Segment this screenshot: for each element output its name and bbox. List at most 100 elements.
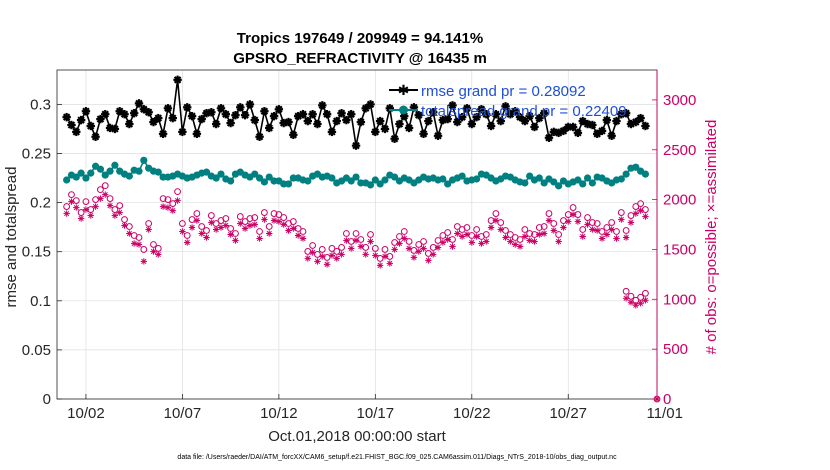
obs-possible-point bbox=[381, 246, 389, 253]
obs-possible-point bbox=[174, 188, 181, 196]
spread-point bbox=[473, 175, 481, 183]
obs-possible-point bbox=[622, 227, 630, 234]
obs-assimilated-point bbox=[266, 230, 273, 237]
rmse-point-stroke bbox=[607, 132, 616, 140]
rmse-point-stroke bbox=[458, 113, 466, 121]
obs-assimilated-point bbox=[487, 224, 495, 231]
obs-possible-point bbox=[270, 210, 278, 217]
obs-assimilated-point-stroke bbox=[618, 216, 624, 223]
rmse-point-stroke bbox=[347, 110, 355, 118]
obs-assimilated-point bbox=[285, 227, 292, 234]
obs-assimilated-point bbox=[415, 248, 422, 255]
obs-assimilated-point bbox=[338, 251, 345, 258]
rmse-point bbox=[351, 141, 361, 150]
rmse-point-stroke bbox=[226, 119, 235, 127]
obs-possible-point bbox=[251, 214, 259, 221]
rmse-point bbox=[602, 115, 612, 125]
y2-tick-label: 2000 bbox=[663, 192, 696, 209]
obs-possible-point bbox=[164, 196, 172, 204]
rmse-point bbox=[568, 122, 578, 132]
spread-point bbox=[72, 173, 80, 181]
rmse-point bbox=[342, 115, 351, 125]
obs-assimilated-point bbox=[386, 260, 393, 267]
rmse-point-stroke bbox=[169, 114, 177, 122]
obs-assimilated-point-stroke bbox=[411, 254, 417, 261]
obs-possible-point bbox=[101, 182, 109, 190]
obs-possible-point bbox=[265, 223, 273, 230]
spread-point bbox=[251, 170, 259, 178]
rmse-point-stroke bbox=[222, 110, 230, 118]
obs-assimilated-point bbox=[574, 218, 582, 225]
rmse-point-stroke bbox=[636, 114, 645, 122]
obs-assimilated-point-stroke bbox=[237, 220, 243, 227]
obs-assimilated-point bbox=[502, 234, 509, 241]
rmse-point bbox=[91, 132, 100, 141]
obs-assimilated-point bbox=[560, 224, 567, 231]
rmse-point-stroke bbox=[125, 120, 134, 128]
rmse-point bbox=[298, 109, 308, 119]
chart-title: Tropics 197649 / 209949 = 94.141% bbox=[237, 30, 483, 47]
obs-possible-point bbox=[280, 214, 288, 221]
obs-assimilated-point-stroke bbox=[73, 204, 79, 211]
obs-possible-point bbox=[275, 211, 283, 218]
obs-assimilated-point bbox=[68, 198, 75, 205]
obs-possible-point bbox=[179, 220, 186, 227]
rmse-point-stroke bbox=[376, 117, 384, 125]
spread-point bbox=[63, 176, 71, 184]
obs-assimilated-point bbox=[343, 237, 350, 244]
obs-assimilated-point-stroke bbox=[300, 235, 306, 242]
data-marks bbox=[62, 75, 661, 403]
rmse-point bbox=[216, 104, 226, 113]
rmse-point-stroke bbox=[275, 105, 283, 114]
spread-point bbox=[101, 171, 109, 179]
rmse-point-stroke bbox=[241, 111, 249, 119]
obs-assimilated-point bbox=[97, 195, 104, 202]
spread-point bbox=[212, 174, 220, 182]
rmse-point-stroke bbox=[323, 110, 331, 118]
obs-possible-point bbox=[642, 206, 649, 213]
obs-assimilated-point-stroke bbox=[637, 207, 644, 214]
obs-assimilated-point-stroke bbox=[218, 224, 224, 231]
spread-point bbox=[125, 172, 133, 180]
obs-assimilated-point-stroke bbox=[266, 230, 272, 237]
obs-assimilated-point-stroke bbox=[208, 219, 214, 226]
obs-assimilated-point-stroke bbox=[493, 217, 499, 224]
rmse-point-stroke bbox=[574, 129, 582, 137]
obs-assimilated-point-stroke bbox=[88, 212, 94, 219]
obs-assimilated-point-stroke bbox=[382, 253, 388, 260]
spread-point bbox=[579, 180, 587, 188]
rmse-point bbox=[187, 111, 197, 121]
obs-assimilated-point-stroke bbox=[565, 218, 571, 225]
rmse-point-stroke bbox=[395, 120, 404, 128]
obs-assimilated-point bbox=[212, 226, 220, 233]
obs-assimilated-point-stroke bbox=[174, 197, 181, 204]
obs-assimilated-point bbox=[507, 238, 514, 245]
obs-assimilated-point-stroke bbox=[334, 255, 340, 262]
rmse-point bbox=[274, 105, 284, 114]
rmse-point bbox=[255, 132, 264, 141]
obs-assimilated-point bbox=[637, 207, 644, 214]
rmse-point bbox=[327, 127, 337, 137]
rmse-point bbox=[154, 113, 163, 123]
obs-possible-point bbox=[473, 226, 481, 233]
rmse-point bbox=[424, 116, 433, 126]
rmse-point bbox=[539, 109, 549, 118]
obs-assimilated-point bbox=[430, 251, 437, 258]
obs-assimilated-point-stroke bbox=[179, 228, 186, 235]
x-tick-label: 10/17 bbox=[357, 405, 395, 422]
rmse-point bbox=[467, 119, 476, 129]
obs-possible-point bbox=[309, 242, 317, 249]
obs-assimilated-point bbox=[622, 234, 630, 241]
rmse-point-stroke bbox=[337, 109, 346, 117]
obs-possible-point bbox=[400, 228, 408, 235]
rmse-point-stroke bbox=[588, 121, 597, 129]
obs-assimilated-point-stroke bbox=[314, 258, 321, 265]
obs-possible-point bbox=[188, 216, 196, 223]
rmse-point bbox=[284, 117, 293, 127]
rmse-point bbox=[163, 104, 173, 113]
obs-assimilated-point-stroke bbox=[305, 255, 311, 262]
obs-assimilated-point-stroke bbox=[252, 221, 258, 228]
rmse-point bbox=[414, 110, 423, 120]
obs-possible-point bbox=[328, 245, 336, 252]
